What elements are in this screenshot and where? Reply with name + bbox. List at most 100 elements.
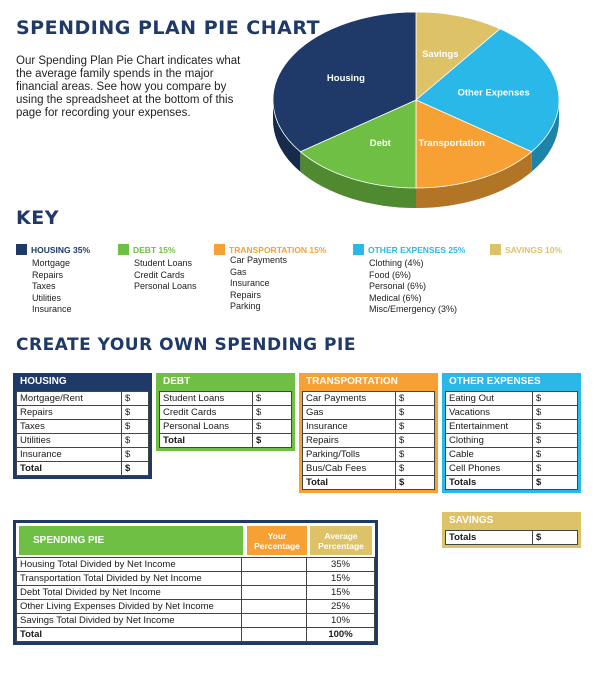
housing-table-head: HOUSING (16, 373, 149, 391)
your-percentage-input[interactable] (241, 557, 307, 572)
total-label: Totals (445, 475, 533, 490)
amount-input[interactable]: $ (532, 461, 578, 476)
key-savings: SAVINGS 10% (490, 244, 562, 255)
total-input[interactable]: $ (252, 433, 292, 448)
key-housing-head: HOUSING 35% (31, 244, 91, 255)
key-item: Repairs (32, 269, 64, 280)
amount-input[interactable]: $ (121, 447, 149, 462)
debt-table-head: DEBT (159, 373, 292, 391)
key-item: Medical (6%) (369, 292, 422, 303)
spending-pie-head: SPENDING PIE (19, 526, 243, 555)
key-other: OTHER EXPENSES 25% Clothing (4%) Food (6… (353, 244, 465, 316)
amount-input[interactable]: $ (121, 419, 149, 434)
total-label: Total (16, 461, 122, 476)
key-item: Personal (6%) (369, 281, 427, 291)
pie-side-transportation (416, 151, 532, 208)
savings-table: SAVINGS Totals $ (442, 512, 581, 548)
key-transportation-head: TRANSPORTATION 15% (229, 244, 327, 255)
row-label: Gas (302, 405, 396, 420)
total-label: Total (159, 433, 253, 448)
debt-swatch (118, 244, 129, 255)
key-item: Credit Cards (134, 269, 185, 280)
total-label: Total (302, 475, 396, 490)
your-percentage-input[interactable] (241, 599, 307, 614)
amount-input[interactable]: $ (532, 447, 578, 462)
amount-input[interactable]: $ (532, 391, 578, 406)
create-title: CREATE YOUR OWN SPENDING PIE (16, 335, 356, 355)
your-percentage-input[interactable] (241, 613, 307, 628)
amount-input[interactable]: $ (121, 391, 149, 406)
spending-pie-chart: Savings Other Expenses Transportation Debt H… (272, 11, 560, 208)
key-item: Mortgage (32, 258, 71, 268)
total-input[interactable]: $ (532, 530, 578, 545)
total-input[interactable]: $ (532, 475, 578, 490)
savings-table-head: SAVINGS (445, 512, 578, 530)
key-item: Car Payments (230, 255, 288, 265)
amount-input[interactable]: $ (532, 433, 578, 448)
pie-label-savings: Savings (422, 49, 458, 60)
your-percentage-input[interactable] (241, 585, 307, 600)
row-label: Eating Out (445, 391, 533, 406)
row-label: Car Payments (302, 391, 396, 406)
row-label: Parking/Tolls (302, 447, 396, 462)
your-percentage-total-input[interactable] (241, 627, 307, 642)
key-item: Clothing (4%) (369, 258, 424, 268)
pie-label-other: Other Expenses (458, 87, 530, 98)
pie-side (273, 100, 559, 208)
row-label: Clothing (445, 433, 533, 448)
amount-input[interactable]: $ (252, 405, 292, 420)
amount-input[interactable]: $ (532, 405, 578, 420)
average-percentage: 10% (306, 613, 375, 628)
row-label: Taxes (16, 419, 122, 434)
row-label: Vacations (445, 405, 533, 420)
row-label: Cable (445, 447, 533, 462)
key-item: Misc/Emergency (3%) (369, 304, 458, 314)
pie-row-label: Debt Total Divided by Net Income (16, 585, 242, 600)
row-label: Repairs (16, 405, 122, 420)
key-transportation: TRANSPORTATION 15% Car Payments Gas Insu… (214, 244, 326, 313)
total-input[interactable]: $ (121, 461, 149, 476)
average-percentage-total: 100% (306, 627, 375, 642)
total-label: Totals (445, 530, 533, 545)
other-swatch (353, 244, 364, 255)
key-item: Parking (230, 301, 261, 311)
amount-input[interactable]: $ (395, 405, 435, 420)
amount-input[interactable]: $ (395, 447, 435, 462)
average-percentage: 35% (306, 557, 375, 572)
pie-labels: Savings Other Expenses Transportation Debt H… (327, 49, 530, 149)
key-item: Taxes (32, 281, 56, 291)
pie-top (272, 11, 560, 189)
key-item: Gas (230, 266, 247, 277)
row-label: Insurance (16, 447, 122, 462)
amount-input[interactable]: $ (532, 419, 578, 434)
amount-input[interactable]: $ (395, 461, 435, 476)
pie-slice-other (415, 28, 560, 153)
row-label: Credit Cards (159, 405, 253, 420)
other-expenses-table: OTHER EXPENSES Eating Out $ Vacations $ En… (442, 373, 581, 493)
amount-input[interactable]: $ (395, 433, 435, 448)
pie-slice-housing (272, 11, 417, 153)
pie-slice-debt (299, 99, 417, 189)
key-item: Personal Loans (134, 281, 197, 291)
key-housing: HOUSING 35% Mortgage Repairs Taxes Utili… (16, 244, 90, 316)
average-percentage: 15% (306, 585, 375, 600)
average-percentage-head: Average Percentage (310, 526, 372, 555)
your-percentage-input[interactable] (241, 571, 307, 586)
key-item: Utilities (32, 292, 62, 303)
page-title: SPENDING PLAN PIE CHART (16, 17, 321, 39)
amount-input[interactable]: $ (121, 405, 149, 420)
pie-row-label: Transportation Total Divided by Net Inco… (16, 571, 242, 586)
amount-input[interactable]: $ (121, 433, 149, 448)
amount-input[interactable]: $ (252, 419, 292, 434)
amount-input[interactable]: $ (252, 391, 292, 406)
row-label: Cell Phones (445, 461, 533, 476)
row-label: Entertainment (445, 419, 533, 434)
transportation-swatch (214, 244, 225, 255)
savings-swatch (490, 244, 501, 255)
amount-input[interactable]: $ (395, 419, 435, 434)
key-debt: DEBT 15% Student Loans Credit Cards Pers… (118, 244, 197, 293)
average-percentage: 25% (306, 599, 375, 614)
housing-swatch (16, 244, 27, 255)
amount-input[interactable]: $ (395, 391, 435, 406)
total-input[interactable]: $ (395, 475, 435, 490)
